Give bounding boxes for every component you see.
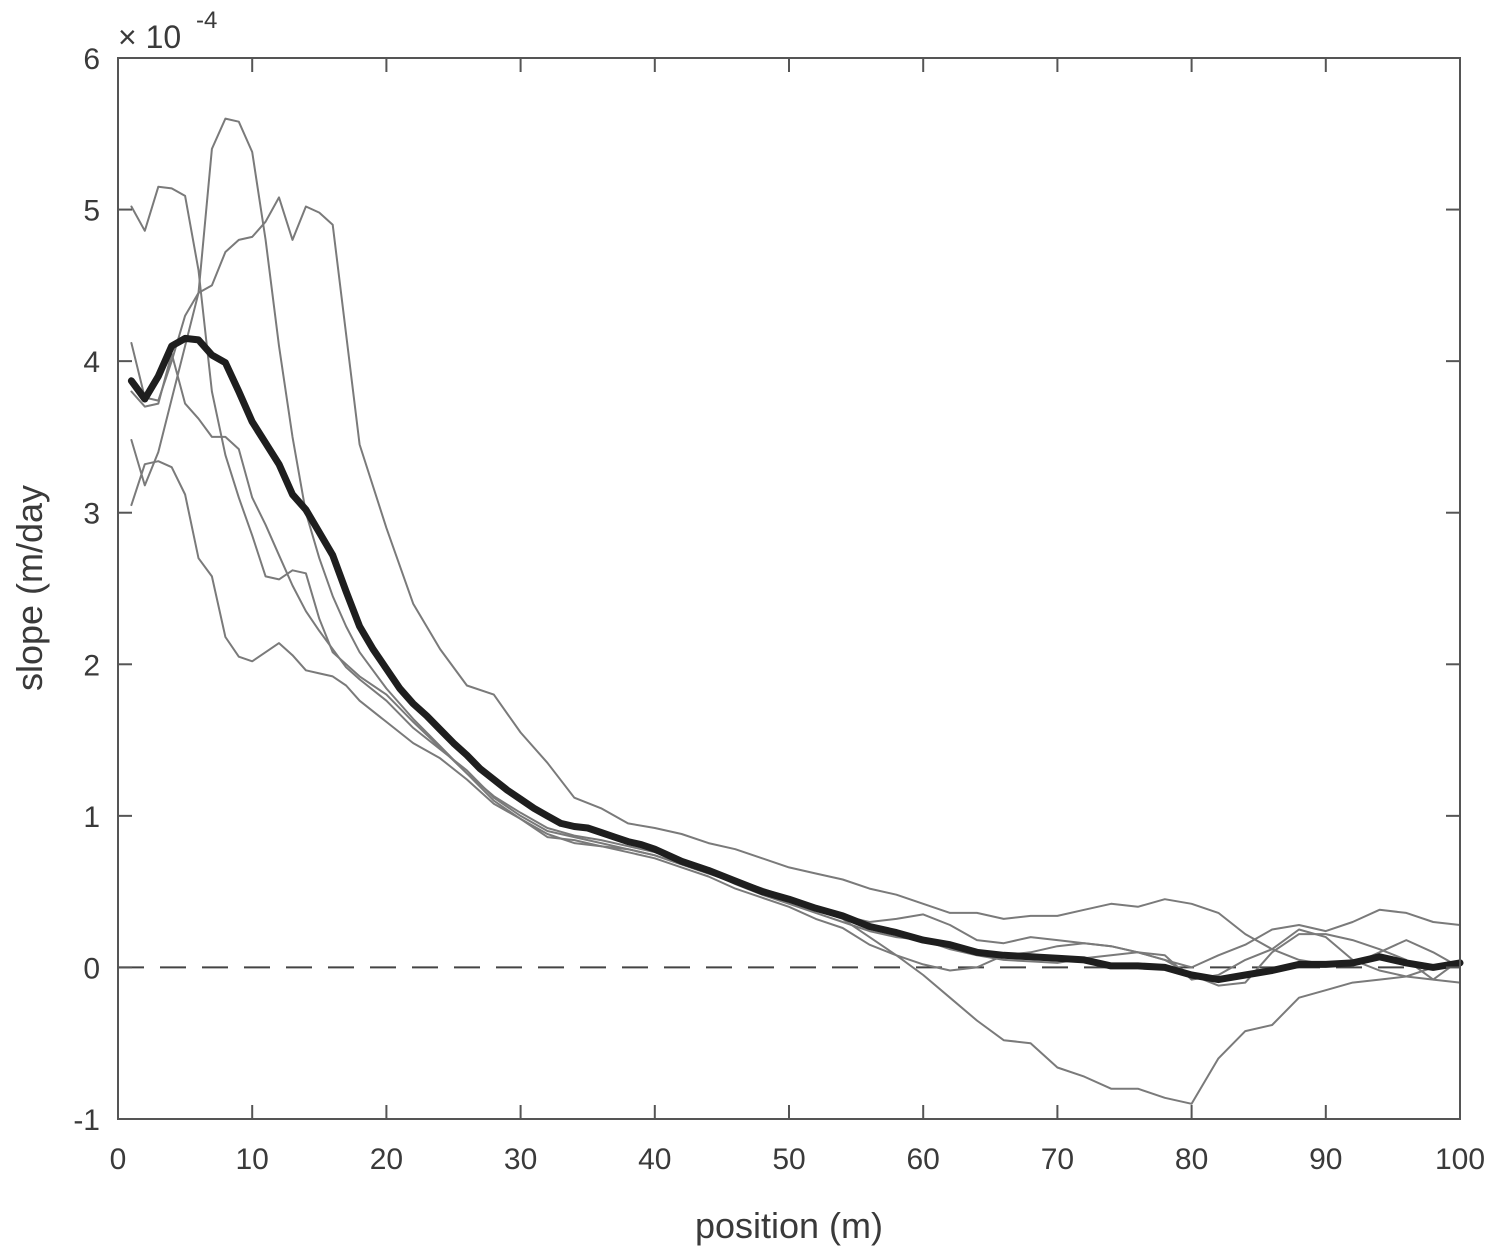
x-tick-label: 40 xyxy=(638,1143,671,1176)
y-tick-label: 5 xyxy=(83,195,100,228)
series-layer xyxy=(118,117,1464,1105)
series-run-1-line xyxy=(130,185,1461,984)
y-tick-label: -1 xyxy=(73,1104,100,1137)
axes-box xyxy=(117,57,1461,1120)
x-tick-label: 70 xyxy=(1041,1143,1074,1176)
x-axis-label: position (m) xyxy=(695,1205,883,1246)
series-run-4-line xyxy=(130,196,1461,969)
y-tick-label: 1 xyxy=(83,801,100,834)
x-tick-label: 60 xyxy=(907,1143,940,1176)
axes-layer: 0 10 20 30 40 50 60 70 80 90 100 -1 0 1 2 3 4 5 6 xyxy=(73,43,1485,1176)
x-tick-label: 10 xyxy=(236,1143,269,1176)
x-tick-label: 0 xyxy=(110,1143,127,1176)
y-exponent-power: -4 xyxy=(196,7,217,34)
y-tick-label: 2 xyxy=(83,649,100,682)
y-tick-label: 6 xyxy=(83,43,100,76)
series-mean-line xyxy=(127,334,1464,984)
y-tick-label: 3 xyxy=(83,498,100,531)
x-tick-label: 50 xyxy=(772,1143,805,1176)
y-exponent-base: × 10 xyxy=(118,19,181,55)
series-run-5-line xyxy=(130,352,1461,969)
x-tick-label: 30 xyxy=(504,1143,537,1176)
x-tick-label: 100 xyxy=(1435,1143,1485,1176)
y-tick-label: 4 xyxy=(83,346,100,379)
x-tick-label: 90 xyxy=(1309,1143,1342,1176)
x-tick-label: 80 xyxy=(1175,1143,1208,1176)
y-tick-label: 0 xyxy=(83,952,100,985)
labels-layer: position (m) slope (m/day × 10 -4 xyxy=(9,7,883,1246)
x-tick-label: 20 xyxy=(370,1143,403,1176)
y-axis-label: slope (m/day xyxy=(9,485,50,691)
